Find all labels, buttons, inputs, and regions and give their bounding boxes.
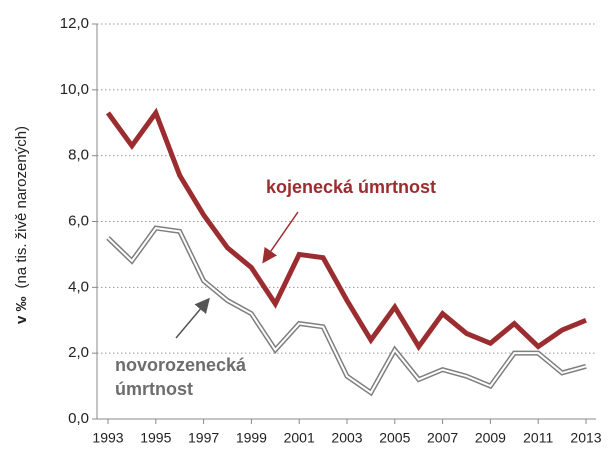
x-tick-label: 2001 [284,430,315,446]
x-tick-label: 1997 [188,430,219,446]
y-label-note: (na tis. živě narozených) [13,126,30,289]
x-tick-label: 2011 [523,430,553,446]
y-tick-label: 8,0 [68,147,89,164]
y-label: v ‰ [13,297,30,325]
x-tick-label: 2003 [331,430,362,446]
x-tick-label: 1999 [236,430,267,446]
svg-text:v ‰(na tis. živě narozených): v ‰ (na tis. živě narozených) [13,126,30,324]
y-tick-label: 12,0 [60,15,89,32]
legend-label: novorozenecká [115,355,247,375]
x-tick-label: 1993 [92,430,123,446]
y-tick-label: 0,0 [68,410,89,427]
arrow [262,211,299,264]
x-tick-label: 1995 [140,430,171,446]
legend-label: kojenecká úmrtnost [266,177,436,197]
x-tick-label: 2007 [427,430,458,446]
series-line [105,107,587,352]
series-line-inner [107,227,587,395]
y-tick-label: 6,0 [68,212,89,229]
y-axis-title: v ‰ (na tis. živě narozených) [13,126,30,324]
legend-label: úmrtnost [115,379,193,399]
x-tick-label: 2013 [570,430,601,446]
y-tick-label: 4,0 [68,278,89,295]
y-tick-label: 2,0 [68,344,89,361]
x-tick-label: 2009 [475,430,506,446]
arrow [175,297,210,339]
x-tick-label: 2005 [379,430,410,446]
y-tick-label: 10,0 [60,81,89,98]
